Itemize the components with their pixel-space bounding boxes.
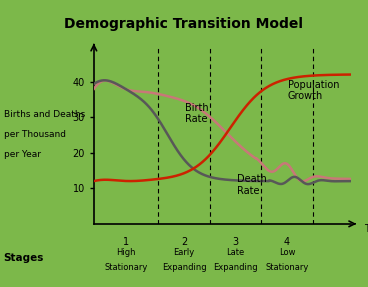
Text: Birth
Rate: Birth Rate: [185, 103, 209, 124]
Text: Population
Growth: Population Growth: [287, 79, 339, 101]
Text: Death
Rate: Death Rate: [237, 174, 266, 195]
Text: Births and Deaths: Births and Deaths: [4, 110, 85, 119]
Text: High: High: [116, 248, 136, 257]
Text: Stationary: Stationary: [265, 263, 309, 272]
Text: per Year: per Year: [4, 150, 41, 160]
Text: Early: Early: [173, 248, 195, 257]
Text: Time: Time: [364, 224, 368, 234]
Text: 2: 2: [181, 237, 187, 247]
Text: Late: Late: [226, 248, 245, 257]
Text: Stages: Stages: [4, 253, 44, 263]
Text: 3: 3: [233, 237, 238, 247]
Text: 1: 1: [123, 237, 129, 247]
Text: Stationary: Stationary: [105, 263, 148, 272]
Text: 4: 4: [284, 237, 290, 247]
Text: Low: Low: [279, 248, 295, 257]
Text: Expanding: Expanding: [213, 263, 258, 272]
Text: Expanding: Expanding: [162, 263, 206, 272]
Text: per Thousand: per Thousand: [4, 130, 66, 139]
Text: Demographic Transition Model: Demographic Transition Model: [64, 17, 304, 31]
